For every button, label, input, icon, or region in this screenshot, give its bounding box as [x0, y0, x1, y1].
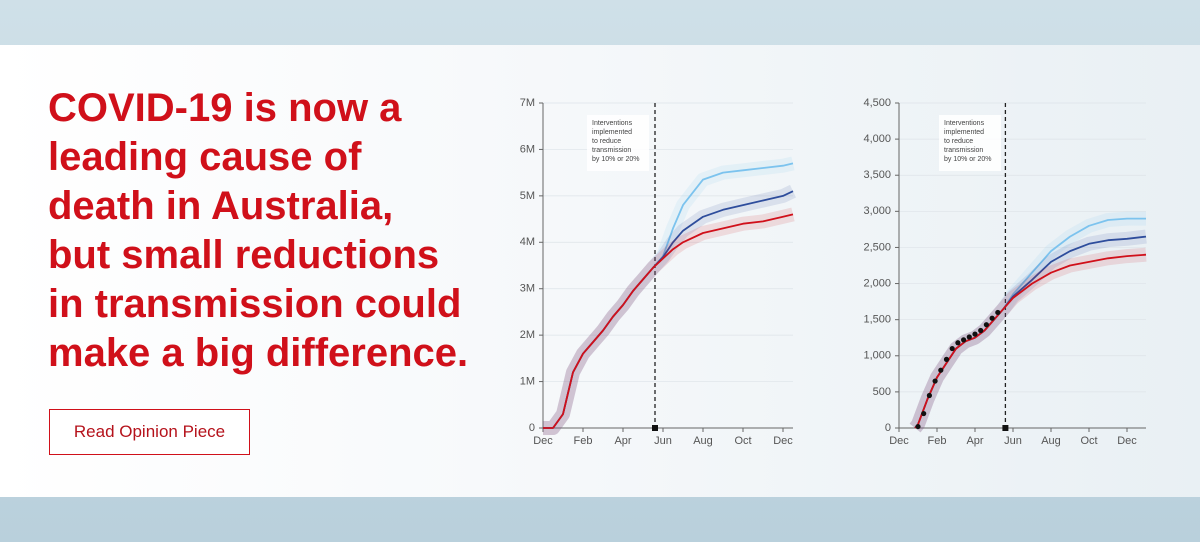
x-tick-label: Aug — [693, 435, 713, 447]
observed-point — [938, 367, 944, 373]
y-tick-label: 2,500 — [863, 241, 891, 253]
observed-point — [989, 315, 995, 321]
y-tick-label: 0 — [529, 422, 535, 434]
headline: COVID-19 is now a leading cause of death… — [48, 84, 468, 378]
annotation-line: by 10% or 20% — [944, 156, 991, 163]
x-tick-label: Feb — [928, 435, 947, 447]
annotation-line: by 10% or 20% — [592, 156, 639, 163]
y-tick-label: 500 — [873, 386, 891, 398]
annotation-line: implemented — [944, 129, 984, 136]
headline-line: but small reductions — [48, 233, 440, 277]
x-tick-label: Aug — [1041, 435, 1061, 447]
x-tick-label: Dec — [773, 435, 793, 447]
observed-point — [961, 337, 967, 343]
y-tick-label: 6M — [520, 143, 535, 155]
annotation-box — [587, 115, 649, 171]
x-tick-label: Oct — [1080, 435, 1097, 447]
x-tick-label: Apr — [614, 435, 631, 447]
x-tick-label: Dec — [1117, 435, 1137, 447]
y-tick-label: 4,500 — [863, 97, 891, 109]
observed-point — [978, 327, 984, 334]
intervention-marker — [652, 425, 658, 431]
observed-point — [955, 340, 961, 346]
annotation-line: to reduce — [944, 138, 973, 145]
y-tick-label: 2M — [520, 329, 535, 341]
headline-line: death in Australia, — [48, 184, 394, 228]
observed-point — [949, 345, 955, 352]
y-tick-label: 2,000 — [863, 277, 891, 289]
observed-point — [915, 423, 921, 430]
uncertainty-band — [543, 207, 795, 435]
annotation-line: implemented — [592, 129, 632, 136]
read-button[interactable]: Read Opinion Piece — [49, 409, 250, 455]
x-tick-label: Feb — [574, 435, 593, 447]
x-tick-label: Dec — [533, 435, 553, 447]
headline-line: make a big difference. — [48, 331, 469, 375]
observed-point — [983, 322, 990, 328]
annotation-line: to reduce — [592, 138, 621, 145]
x-tick-label: Oct — [734, 435, 751, 447]
uncertainty-band — [909, 211, 1146, 433]
observed-point — [972, 331, 978, 337]
series-line — [543, 213, 794, 429]
series-line — [914, 217, 1146, 429]
y-tick-label: 1M — [520, 375, 535, 387]
headline-line: in transmission could — [48, 282, 462, 326]
annotation-box — [939, 115, 1001, 171]
x-tick-label: Jun — [654, 435, 672, 447]
intervention-marker — [1002, 425, 1009, 431]
y-tick-label: 1,000 — [863, 350, 891, 362]
x-tick-label: Jun — [1004, 435, 1022, 447]
annotation-line: Interventions — [944, 120, 985, 127]
y-tick-label: 3,000 — [863, 205, 891, 217]
uncertainty-band — [909, 247, 1147, 433]
observed-point — [932, 378, 938, 384]
annotation-line: transmission — [944, 147, 983, 154]
observed-point — [921, 410, 927, 417]
y-tick-label: 5M — [520, 190, 535, 202]
observed-point — [943, 356, 950, 362]
annotation-line: transmission — [592, 147, 631, 154]
headline-line: COVID-19 is now a — [48, 86, 402, 130]
x-tick-label: Dec — [889, 435, 909, 447]
observed-point — [926, 392, 933, 399]
y-tick-label: 7M — [520, 97, 535, 109]
y-tick-label: 4M — [520, 236, 535, 248]
y-tick-label: 3,500 — [863, 169, 891, 181]
y-tick-label: 3M — [520, 283, 535, 295]
x-tick-label: Apr — [966, 435, 983, 447]
y-tick-label: 4,000 — [863, 133, 891, 145]
headline-line: leading cause of — [48, 135, 362, 179]
observed-point — [995, 309, 1001, 316]
y-tick-label: 0 — [885, 422, 891, 434]
annotation-line: Interventions — [592, 120, 633, 127]
observed-point — [966, 334, 972, 340]
y-tick-label: 1,500 — [863, 314, 891, 326]
